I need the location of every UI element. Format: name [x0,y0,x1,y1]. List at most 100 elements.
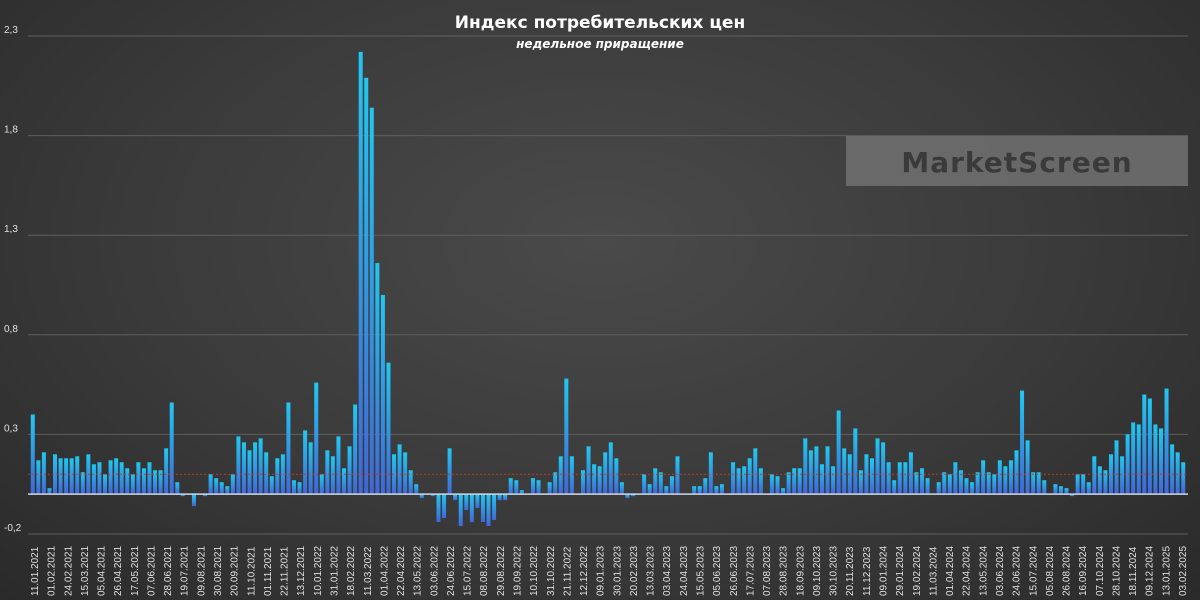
bar [608,442,613,495]
x-tick-label: 19.02.2024 [912,546,923,596]
bar [625,494,630,499]
x-tick-label: 17.07.2023 [745,546,756,596]
bar [580,470,585,495]
bar [825,446,830,495]
bar [936,482,941,495]
bar [947,474,952,495]
bar [1058,486,1063,495]
x-tick-label: 08.08.2022 [479,546,490,596]
bar [158,470,163,495]
bar [358,51,363,495]
bar [247,450,252,495]
bar [819,464,824,495]
x-tick-label: 01.02.2021 [47,546,58,596]
bar [1120,456,1125,495]
bar [475,494,480,509]
bar [614,458,619,495]
bar [303,430,308,495]
watermark-text: MarketScreen [901,146,1132,179]
bar [553,472,558,495]
x-tick-label: 12.12.2022 [579,546,590,596]
bar [697,486,702,495]
bar [1053,484,1058,495]
bar [308,442,313,495]
bar [1097,466,1102,495]
x-tick-label: 10.01.2022 [313,546,324,596]
x-tick-label: 01.04.2022 [379,546,390,596]
bar [442,494,447,519]
bar [108,460,113,495]
bar [75,456,80,495]
bar [853,428,858,495]
x-tick-label: 30.01.2023 [612,546,623,596]
bar [903,462,908,495]
bar [564,378,569,495]
bar [403,452,408,495]
x-tick-label: 09.01.2024 [879,546,890,596]
bar [786,472,791,495]
watermark-box [846,136,1188,186]
x-tick-label: 01.04.2024 [945,546,956,596]
bar [647,484,652,495]
x-tick-label: 11.03.2022 [363,546,374,596]
bar [486,494,491,527]
bar [1114,440,1119,495]
bar [1064,488,1069,495]
bar [1153,424,1158,495]
x-tick-label: 13.12.2021 [296,546,307,596]
bar [964,478,969,495]
bar [458,494,463,527]
bar [141,468,146,495]
bar [603,452,608,495]
bar [147,462,152,495]
bar [30,414,35,495]
bar [569,456,574,495]
x-tick-label: 09.01.2023 [596,546,607,596]
bar [480,494,485,523]
y-tick-label: 1,3 [4,224,18,235]
bar [180,494,185,497]
x-tick-label: 11.10.2021 [246,546,257,596]
bar [414,484,419,495]
bar [592,464,597,495]
x-tick-label: 09.12.2024 [1145,546,1156,596]
bar [731,462,736,495]
x-tick-label: 24.04.2023 [679,546,690,596]
bar [1142,394,1147,495]
bar [925,478,930,495]
bar [58,458,63,495]
x-tick-label: 18.02.2022 [346,546,357,596]
bar [514,480,519,495]
x-tick-label: 17.05.2021 [130,546,141,596]
bar [892,480,897,495]
bar [430,494,435,497]
bar [319,474,324,495]
bar [392,454,397,495]
bar [742,466,747,495]
bar [236,436,241,495]
bar [447,448,452,495]
bar [908,452,913,495]
bar [1081,474,1086,495]
x-tick-label: 28.06.2021 [163,546,174,596]
bar [47,488,52,495]
bar [864,454,869,495]
bar [814,446,819,495]
x-tick-label: 13.01.2025 [1161,546,1172,596]
bar [280,454,285,495]
bar [175,482,180,495]
x-tick-label: 09.10.2023 [812,546,823,596]
x-tick-label: 13.05.2022 [413,546,424,596]
bar [375,263,380,495]
x-tick-label: 31.01.2022 [330,546,341,596]
x-tick-label: 21.11.2022 [562,546,573,596]
x-tick-label: 11.03.2024 [928,546,939,596]
bar [214,478,219,495]
bar [330,456,335,495]
bar [275,458,280,495]
bar [1170,444,1175,495]
x-tick-label: 15.03.2021 [80,546,91,596]
x-tick-label: 03.06.2024 [995,546,1006,596]
bar [1070,494,1075,497]
